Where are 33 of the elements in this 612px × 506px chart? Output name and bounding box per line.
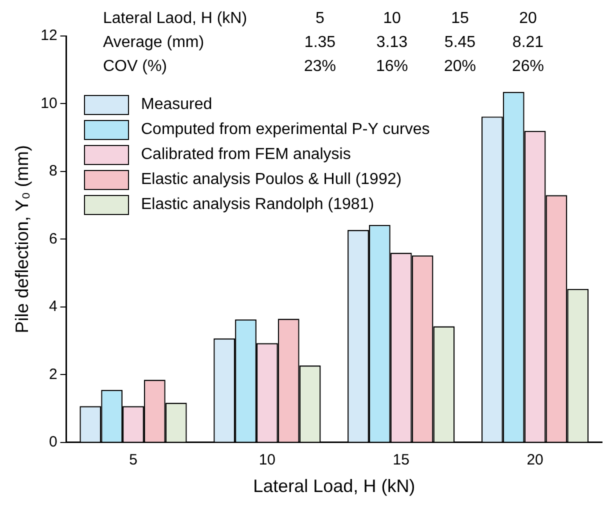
x-tick-label: 20 — [526, 452, 544, 469]
text: Lateral Laod, H (kN) — [103, 10, 248, 28]
y-tick-label: 10 — [40, 94, 58, 112]
annotation: 8.21 — [512, 34, 544, 52]
y-tick-label: 6 — [48, 230, 58, 248]
annotation: 26% — [512, 58, 544, 76]
y-tick-label: 0 — [48, 434, 58, 451]
text: 20 — [519, 10, 537, 28]
legend-label: Elastic analysis Randolph (1981) — [141, 196, 374, 214]
legend-label: Elastic analysis Poulos & Hull (1992) — [141, 170, 402, 188]
x-axis-title: Lateral Load, H (kN) — [253, 476, 416, 496]
x-tick-label: 15 — [392, 452, 410, 469]
annotation: COV (%) — [103, 58, 167, 76]
y-axis-title: Pile deflection, Y₀ (mm) — [12, 145, 32, 334]
annotation: 20% — [444, 58, 476, 76]
y-tick-label: 2 — [48, 366, 58, 383]
legend-label: Measured — [141, 96, 212, 114]
text: 10 — [383, 10, 401, 28]
text: 15 — [451, 10, 469, 28]
annotation: 5.45 — [444, 34, 476, 52]
text: 5 — [316, 10, 324, 28]
annotation: 3.13 — [376, 34, 408, 52]
legend-label: Calibrated from FEM analysis — [141, 146, 351, 164]
annotation: Average (mm) — [103, 34, 204, 52]
annotation: 23% — [304, 58, 336, 76]
y-tick-label: 4 — [48, 298, 58, 316]
y-tick-label: 8 — [48, 162, 58, 180]
y-tick-label: 12 — [40, 27, 58, 44]
x-tick-label: 10 — [258, 452, 276, 469]
x-tick-label: 5 — [129, 452, 138, 469]
legend-label: Computed from experimental P-Y curves — [141, 120, 430, 138]
annotation: 1.35 — [304, 34, 336, 52]
annotation: 16% — [376, 58, 408, 76]
